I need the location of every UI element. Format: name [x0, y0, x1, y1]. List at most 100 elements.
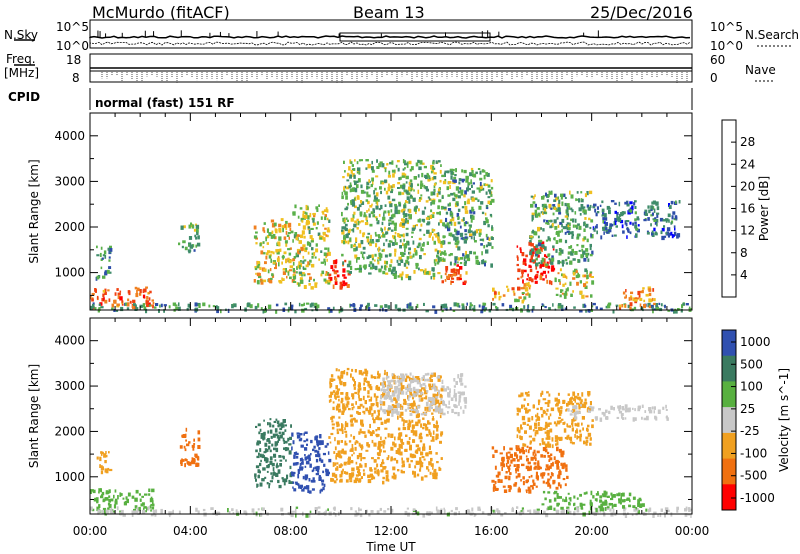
data-cell [432, 383, 436, 388]
data-cell [468, 224, 472, 227]
power-colorbar-tick-label: 12 [740, 224, 755, 238]
data-cell [690, 513, 692, 518]
data-cell [270, 234, 274, 239]
data-cell [305, 302, 310, 305]
data-cell [406, 403, 410, 406]
noise-tick-high-right: 10^5 [710, 20, 743, 34]
data-cell [285, 440, 288, 444]
freq-unit-label: [MHz] [4, 66, 40, 80]
data-cell [569, 190, 571, 195]
data-cell [526, 292, 529, 296]
data-cell [405, 217, 408, 221]
freq-tick-high: 18 [66, 53, 82, 67]
data-cell [420, 186, 423, 189]
data-cell [254, 473, 257, 477]
x-axis-label: Time UT [365, 540, 416, 554]
data-cell [342, 217, 345, 222]
data-cell [605, 229, 608, 233]
data-cell [336, 428, 339, 432]
data-cell [296, 234, 300, 237]
data-cell [589, 401, 592, 406]
data-cell [381, 459, 384, 464]
data-cell [96, 456, 99, 460]
data-cell [412, 470, 415, 475]
data-cell [380, 227, 382, 231]
data-cell [589, 499, 592, 504]
data-cell [146, 296, 149, 300]
data-cell [520, 427, 523, 430]
data-cell [98, 307, 101, 311]
data-cell [542, 261, 546, 266]
data-cell [570, 245, 573, 249]
data-cell [547, 478, 551, 481]
data-cell [344, 227, 348, 230]
data-cell [400, 407, 403, 410]
data-cell [563, 292, 567, 296]
data-cell [358, 270, 362, 273]
data-cell [144, 493, 148, 496]
data-cell [308, 279, 311, 283]
data-cell [661, 235, 665, 241]
data-cell [681, 304, 684, 309]
data-cell [326, 217, 329, 221]
data-cell [567, 226, 571, 231]
data-cell [533, 467, 537, 470]
data-cell [425, 200, 429, 203]
data-cell [463, 169, 467, 174]
data-cell [391, 475, 395, 479]
data-cell [332, 464, 335, 467]
data-cell [430, 170, 433, 174]
data-cell [603, 412, 606, 417]
data-cell [404, 243, 408, 246]
data-cell [654, 231, 657, 236]
data-cell [471, 206, 474, 210]
data-cell [564, 483, 567, 487]
data-cell [432, 472, 436, 477]
data-cell [542, 427, 546, 431]
data-cell [596, 211, 600, 214]
data-cell [160, 303, 163, 308]
data-cell [343, 234, 346, 238]
data-cell [340, 470, 344, 475]
data-cell [255, 425, 258, 428]
data-cell [104, 497, 108, 501]
data-cell [418, 267, 420, 271]
data-cell [303, 432, 305, 436]
data-cell [507, 288, 510, 292]
data-cell [633, 202, 636, 206]
data-cell [345, 195, 348, 200]
data-cell [143, 288, 147, 293]
data-cell [264, 442, 268, 447]
data-cell [551, 255, 554, 258]
data-cell [657, 409, 661, 414]
data-cell [574, 423, 577, 426]
data-cell [419, 228, 422, 232]
data-cell [415, 460, 419, 465]
data-cell [562, 226, 566, 230]
data-cell [413, 378, 416, 381]
data-cell [463, 240, 467, 244]
data-cell [272, 467, 275, 472]
data-cell [527, 417, 531, 422]
data-cell [148, 304, 151, 307]
data-cell [454, 411, 458, 415]
data-cell [575, 410, 579, 415]
data-cell [456, 186, 460, 189]
data-cell [555, 423, 558, 427]
data-cell [389, 222, 392, 225]
data-cell [381, 228, 384, 233]
data-cell [454, 228, 457, 233]
data-cell [359, 211, 363, 216]
data-cell [610, 492, 613, 496]
data-cell [343, 276, 347, 279]
data-cell [430, 276, 433, 280]
data-cell [585, 255, 589, 259]
data-cell [344, 282, 348, 286]
data-cell [624, 296, 627, 299]
data-cell [451, 280, 454, 283]
data-cell [387, 382, 391, 386]
data-cell [212, 305, 216, 308]
data-cell [345, 471, 349, 475]
data-cell [186, 461, 190, 465]
data-cell [403, 160, 406, 164]
